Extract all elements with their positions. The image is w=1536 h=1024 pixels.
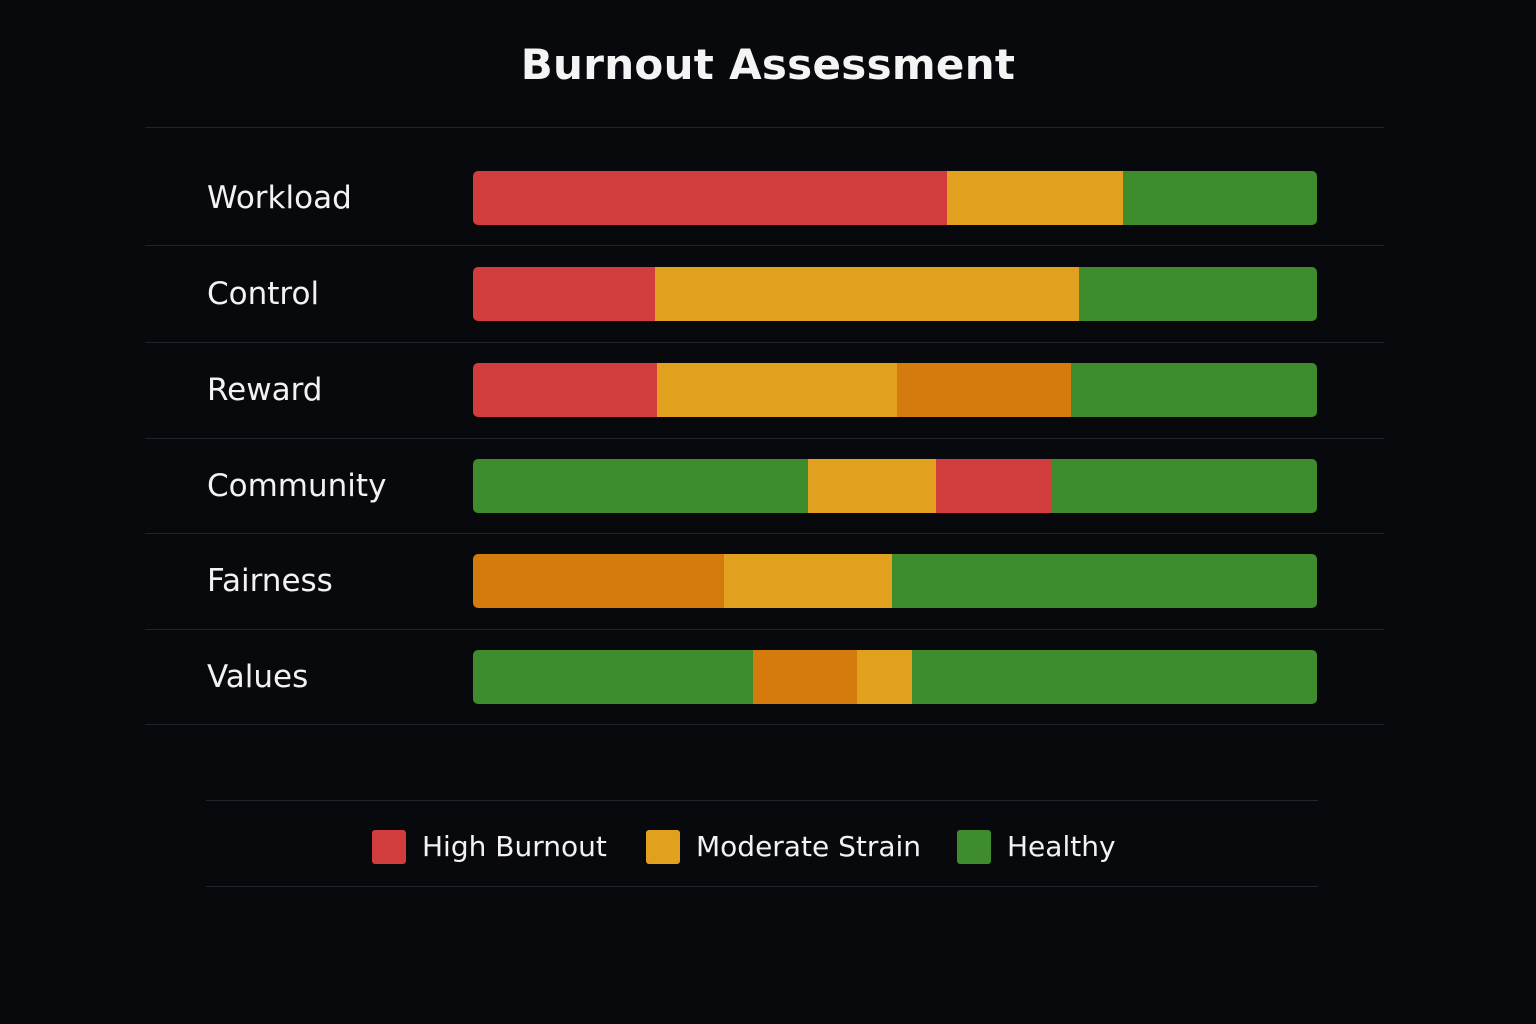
- row-label-control: Control: [207, 276, 320, 312]
- bar-segment-high: [473, 363, 657, 417]
- row-divider: [145, 127, 1384, 128]
- bar-segment-elevated: [753, 650, 857, 704]
- row-divider: [145, 533, 1384, 534]
- row-label-community: Community: [207, 468, 387, 504]
- bar-segment-moderate: [857, 650, 912, 704]
- row-label-fairness: Fairness: [207, 563, 333, 599]
- bar-segment-moderate: [656, 363, 897, 417]
- bar-segment-elevated: [896, 363, 1072, 417]
- bar-segment-high: [473, 171, 948, 225]
- bar-segment-moderate: [947, 171, 1123, 225]
- bar-fairness: [473, 554, 1317, 608]
- legend-label-healthy: Healthy: [1007, 830, 1116, 863]
- legend-swatch-moderate: [646, 830, 680, 864]
- row-divider: [145, 342, 1384, 343]
- legend-divider-bottom: [206, 886, 1318, 887]
- bar-segment-elevated: [473, 554, 724, 608]
- bar-segment-healthy: [1078, 267, 1317, 321]
- bar-community: [473, 459, 1317, 513]
- bar-control: [473, 267, 1317, 321]
- chart-title: Burnout Assessment: [520, 40, 1016, 89]
- bar-segment-healthy: [892, 554, 1317, 608]
- row-label-reward: Reward: [207, 372, 323, 408]
- row-divider: [145, 245, 1384, 246]
- bar-segment-healthy: [1051, 459, 1317, 513]
- bar-segment-healthy: [1071, 363, 1317, 417]
- bar-reward: [473, 363, 1317, 417]
- legend-label-high-burnout: High Burnout: [422, 830, 607, 863]
- row-divider: [145, 438, 1384, 439]
- legend-item-healthy: Healthy: [957, 830, 1116, 864]
- legend-item-moderate-strain: Moderate Strain: [646, 830, 921, 864]
- legend-swatch-high: [372, 830, 406, 864]
- row-label-values: Values: [207, 659, 309, 695]
- bar-segment-healthy: [911, 650, 1317, 704]
- legend-divider-top: [206, 800, 1318, 801]
- legend-item-high-burnout: High Burnout: [372, 830, 607, 864]
- bar-segment-healthy: [473, 650, 754, 704]
- bar-segment-moderate: [655, 267, 1079, 321]
- bar-segment-healthy: [1122, 171, 1317, 225]
- bar-segment-high: [473, 267, 656, 321]
- legend-label-moderate-strain: Moderate Strain: [696, 830, 922, 863]
- row-label-workload: Workload: [207, 180, 352, 216]
- row-divider: [145, 629, 1384, 630]
- row-divider: [145, 724, 1384, 725]
- bar-segment-healthy: [473, 459, 809, 513]
- bar-segment-moderate: [723, 554, 893, 608]
- bar-segment-moderate: [808, 459, 937, 513]
- bar-values: [473, 650, 1317, 704]
- bar-segment-high: [936, 459, 1052, 513]
- legend-swatch-healthy: [957, 830, 991, 864]
- bar-workload: [473, 171, 1317, 225]
